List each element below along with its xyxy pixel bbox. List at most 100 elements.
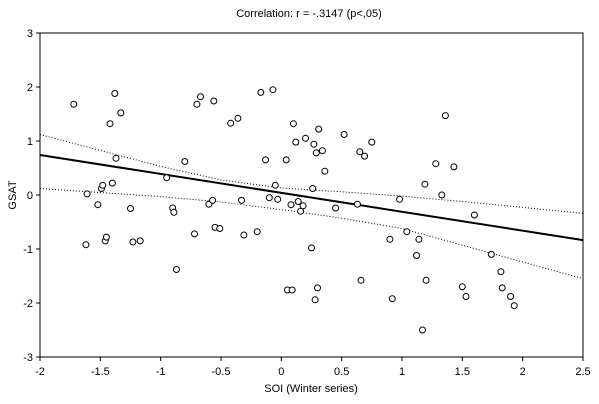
data-point xyxy=(396,195,404,203)
data-point xyxy=(170,208,178,216)
data-point xyxy=(450,163,458,171)
data-point xyxy=(321,167,329,175)
data-point xyxy=(458,283,466,291)
y-tick-label: 2 xyxy=(27,82,33,94)
data-point xyxy=(368,138,376,146)
data-point xyxy=(315,125,323,133)
x-tick-label: -0.5 xyxy=(212,366,231,378)
data-point xyxy=(227,119,235,127)
data-point xyxy=(292,138,300,146)
x-tick-label: -1.5 xyxy=(91,366,110,378)
y-tick-label: 1 xyxy=(27,136,33,148)
data-point xyxy=(441,112,449,120)
data-point xyxy=(191,230,198,238)
y-axis-ticks: -3 -2 -1 0 1 2 3 xyxy=(23,28,40,364)
data-point xyxy=(210,97,218,105)
x-tick-label: 2.5 xyxy=(575,366,590,378)
y-axis-title: GSAT xyxy=(7,180,19,209)
data-point xyxy=(163,174,171,182)
x-axis-ticks: -2 -1.5 -1 -0.5 0 0.5 1 1.5 2 2.5 xyxy=(35,357,591,378)
data-point xyxy=(129,238,137,246)
data-point xyxy=(357,276,365,284)
data-point xyxy=(294,198,302,205)
y-tick-label: -1 xyxy=(23,244,33,256)
data-point xyxy=(234,114,242,122)
chart-title: Correlation: r = -.3147 (p<,05) xyxy=(236,8,382,20)
y-tick-label: -3 xyxy=(23,352,33,364)
data-point xyxy=(413,252,420,259)
data-point xyxy=(302,134,309,142)
data-point xyxy=(403,228,411,236)
data-point xyxy=(197,93,204,101)
data-point xyxy=(253,228,261,236)
regression-line-group xyxy=(39,154,584,242)
data-point xyxy=(356,148,364,156)
data-point xyxy=(361,152,369,160)
x-tick-label: 0 xyxy=(278,366,284,378)
data-point xyxy=(193,100,201,108)
data-point xyxy=(386,235,394,243)
data-point xyxy=(238,196,245,204)
data-point xyxy=(82,241,90,249)
data-point xyxy=(269,86,277,94)
data-point xyxy=(106,120,114,128)
data-point xyxy=(136,237,144,245)
data-point xyxy=(497,268,505,276)
x-tick-label: 2 xyxy=(520,366,526,378)
data-point xyxy=(310,140,318,148)
data-point xyxy=(507,293,515,300)
data-point xyxy=(421,180,429,188)
data-point xyxy=(181,158,189,165)
data-point xyxy=(83,190,91,198)
data-point xyxy=(289,120,297,128)
x-tick-label: 1 xyxy=(399,366,405,378)
data-point xyxy=(510,302,518,310)
data-point xyxy=(216,225,224,232)
x-tick-label: 0.5 xyxy=(334,366,349,378)
plot-frame xyxy=(39,32,584,358)
data-point xyxy=(271,181,279,189)
data-point xyxy=(127,205,134,212)
data-point xyxy=(94,201,102,209)
x-tick-label: -1 xyxy=(156,366,166,378)
data-point xyxy=(257,88,265,96)
data-point xyxy=(111,90,119,97)
x-axis-title: SOI (Winter series) xyxy=(264,383,358,395)
data-point xyxy=(419,326,426,334)
data-point xyxy=(274,195,282,203)
data-point xyxy=(117,109,125,117)
data-point xyxy=(311,296,319,304)
confidence-band xyxy=(39,134,584,280)
data-point xyxy=(498,284,506,292)
data-point xyxy=(309,185,317,192)
data-point xyxy=(209,196,217,204)
data-point xyxy=(318,147,326,155)
confidence-band-lower xyxy=(39,188,584,280)
regression-line xyxy=(39,154,584,242)
x-tick-label: 1.5 xyxy=(455,366,470,378)
data-point xyxy=(422,276,430,284)
data-point xyxy=(340,131,348,138)
data-point xyxy=(487,250,495,258)
data-point xyxy=(353,200,361,208)
data-point xyxy=(112,154,120,162)
data-point xyxy=(262,156,270,164)
data-point xyxy=(102,233,110,241)
data-points xyxy=(70,86,518,334)
data-point xyxy=(240,231,248,239)
data-point xyxy=(287,201,295,209)
data-point xyxy=(172,266,180,273)
data-point xyxy=(332,204,340,212)
x-tick-label: -2 xyxy=(35,366,45,378)
data-point xyxy=(438,191,446,199)
data-point xyxy=(108,179,116,187)
data-point xyxy=(299,202,307,210)
data-point xyxy=(462,293,470,300)
data-point xyxy=(470,211,478,219)
data-point xyxy=(388,295,396,303)
data-point xyxy=(70,100,78,108)
data-point xyxy=(265,194,273,202)
data-point xyxy=(314,284,321,292)
data-point xyxy=(308,244,315,252)
